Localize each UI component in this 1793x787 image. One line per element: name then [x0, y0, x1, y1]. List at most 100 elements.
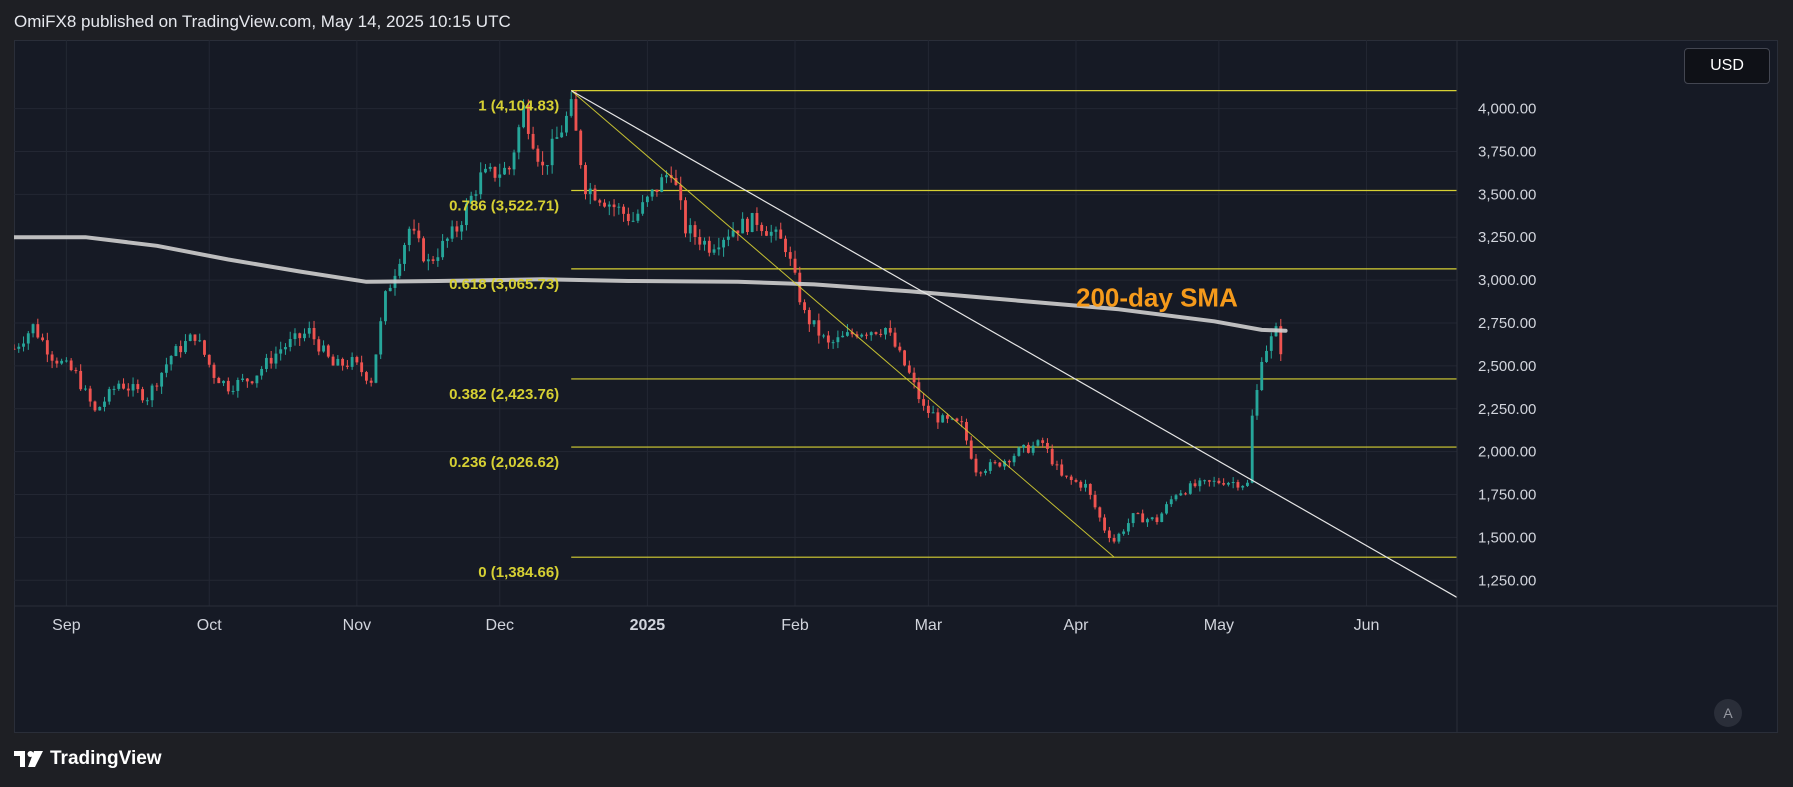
candle-body [469, 195, 473, 204]
candle-body [60, 360, 64, 364]
candle-body [17, 346, 21, 349]
candle-body [526, 105, 530, 134]
candle-body [1265, 350, 1268, 362]
candle-body [584, 165, 587, 195]
candle-body [826, 335, 830, 343]
candle-body [598, 200, 602, 203]
candle-body [293, 333, 297, 340]
candle-body [579, 130, 583, 166]
candle-body [269, 357, 273, 364]
currency-button[interactable]: USD [1684, 48, 1770, 84]
candle-body [460, 225, 464, 232]
candle-body [707, 240, 711, 253]
candle-body [617, 206, 621, 208]
candle-body [55, 360, 59, 364]
candle-body [193, 334, 197, 341]
candle-body [674, 177, 678, 185]
candle-body [1079, 481, 1083, 488]
candlesticks [14, 90, 1283, 544]
candle-body [698, 237, 702, 245]
candle-body [436, 257, 440, 261]
price-chart[interactable]: 200-day SMA 1 (4,104.83) 0.786 (3,522.71)… [14, 40, 1778, 733]
candle-body [188, 334, 192, 342]
candle-body [645, 196, 649, 203]
time-tick-label: Feb [781, 617, 809, 634]
price-tick-label: 4,000.00 [1478, 101, 1536, 118]
candle-body [688, 225, 692, 234]
candle-body [360, 362, 364, 373]
fibonacci-levels [571, 90, 1457, 558]
sma-200-line [14, 235, 1288, 333]
candle-body [879, 333, 883, 335]
candle-body [660, 177, 664, 192]
candle-body [565, 115, 568, 133]
candle-body [1184, 493, 1187, 495]
candle-body [98, 406, 102, 411]
candle-body [907, 365, 911, 373]
candle-body [1188, 483, 1192, 494]
candle-body [812, 320, 816, 325]
candle-body [536, 148, 540, 162]
candle-body [1260, 361, 1264, 391]
candle-body [784, 238, 787, 253]
candle-body [888, 327, 892, 333]
auto-scale-button[interactable]: A [1714, 699, 1742, 727]
candle-body [341, 358, 345, 366]
fib-level-label: 0.786 (3,522.71) [449, 197, 559, 214]
candle-body [64, 360, 68, 362]
candle-body [531, 133, 535, 149]
candle-body [169, 356, 173, 365]
price-tick-label: 3,250.00 [1478, 229, 1536, 246]
candle-body [207, 354, 211, 365]
candle-body [893, 332, 897, 347]
candle-body [1084, 483, 1087, 488]
grid-lines [14, 40, 1457, 606]
candle-body [279, 349, 283, 354]
time-tick-label: Sep [52, 617, 81, 634]
candle-body [179, 346, 183, 353]
publication-info: OmiFX8 published on TradingView.com, May… [14, 12, 511, 31]
candle-body [322, 345, 325, 352]
fibonacci-labels: 1 (4,104.83) 0.786 (3,522.71) 0.618 (3,065… [449, 98, 559, 582]
candle-body [1136, 513, 1140, 515]
candle-body [1236, 482, 1240, 488]
candle-body [1231, 482, 1235, 484]
candle-body [203, 340, 206, 355]
candle-body [1031, 445, 1035, 453]
candle-body [1117, 533, 1121, 542]
candle-body [422, 238, 425, 262]
candle-body [722, 239, 726, 248]
candle-body [145, 400, 149, 402]
candle-body [693, 225, 697, 238]
candle-body [384, 291, 387, 322]
fib-level-label: 0.236 (2,026.62) [449, 454, 559, 471]
candle-body [1093, 494, 1097, 508]
candle-body [1046, 442, 1049, 449]
candle-body [364, 372, 368, 381]
candle-body [922, 399, 926, 406]
candle-body [155, 385, 159, 387]
candle-body [1217, 480, 1221, 484]
candle-body [988, 462, 992, 471]
price-tick-label: 3,500.00 [1478, 186, 1536, 203]
candle-body [1041, 440, 1045, 443]
candle-body [612, 204, 616, 208]
candle-body [750, 213, 754, 232]
candle-body [1207, 480, 1211, 482]
price-tick-label: 2,000.00 [1478, 444, 1536, 461]
candle-body [36, 324, 40, 338]
candle-body [1069, 476, 1073, 481]
candle-body [250, 381, 254, 384]
sma-annotation: 200-day SMA [1076, 282, 1238, 312]
fib-level-label: 0 (1,384.66) [478, 564, 559, 581]
candle-body [403, 245, 406, 264]
candle-body [793, 258, 797, 273]
candle-body [117, 383, 121, 389]
candle-body [1226, 482, 1230, 485]
candle-body [160, 372, 164, 387]
candle-body [1007, 460, 1011, 463]
candle-body [650, 189, 654, 197]
candle-body [14, 348, 16, 350]
candle-body [769, 231, 773, 236]
candle-body [1198, 480, 1202, 487]
